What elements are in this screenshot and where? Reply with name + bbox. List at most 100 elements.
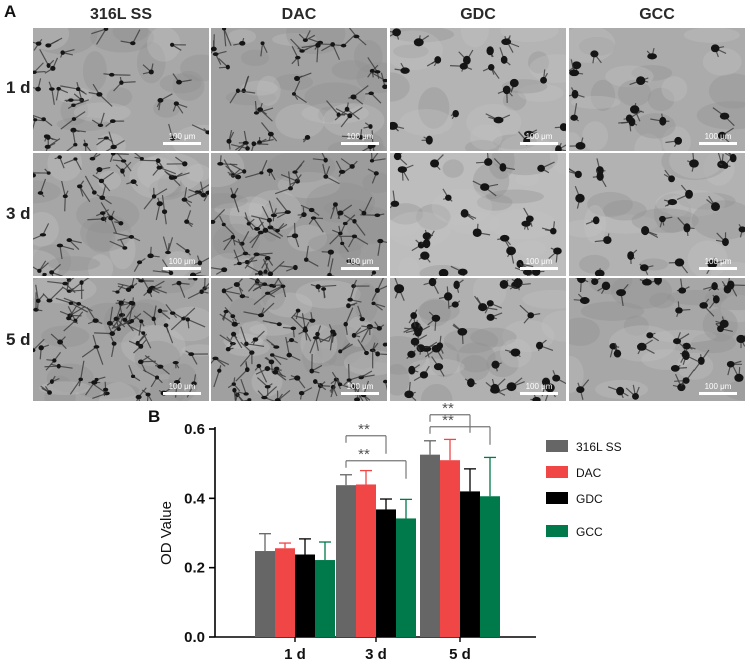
cell-texture <box>390 278 566 401</box>
micrograph-2-2: 100 μm <box>390 278 566 401</box>
bar <box>460 491 480 637</box>
bar <box>480 496 500 637</box>
micrograph-3-0: 100 μm <box>569 28 745 151</box>
micrograph-0-1: 100 μm <box>33 153 209 276</box>
scale-bar-line <box>520 267 558 270</box>
micrograph-2-1: 100 μm <box>390 153 566 276</box>
cell-texture <box>211 153 387 276</box>
column-header-dac: DAC <box>281 6 317 23</box>
scale-bar-label: 100 μm <box>346 257 374 266</box>
scale-bar-label: 100 μm <box>704 382 732 391</box>
bar <box>255 551 275 637</box>
bar <box>356 484 376 637</box>
scale-bar: 100 μm <box>520 382 558 395</box>
scale-bar: 100 μm <box>520 257 558 270</box>
cell-texture <box>211 278 387 401</box>
scale-bar-line <box>699 267 737 270</box>
scale-bar-label: 100 μm <box>346 132 374 141</box>
x-tick-label: 3 d <box>365 646 387 663</box>
significance-label: ** <box>358 446 370 463</box>
cell-texture <box>390 153 566 276</box>
cell-texture <box>211 28 387 151</box>
scale-bar: 100 μm <box>699 382 737 395</box>
scale-bar: 100 μm <box>341 257 379 270</box>
scale-bar-line <box>699 392 737 395</box>
cell-texture <box>569 278 745 401</box>
scale-bar-label: 100 μm <box>525 382 553 391</box>
row-label-3d: 3 d <box>6 204 31 223</box>
scale-bar-label: 100 μm <box>525 257 553 266</box>
micrograph-3-1: 100 μm <box>569 153 745 276</box>
scale-bar: 100 μm <box>699 132 737 145</box>
scale-bar-line <box>163 392 201 395</box>
scale-bar-line <box>163 142 201 145</box>
legend-label: GDC <box>576 492 603 506</box>
bar <box>440 460 460 637</box>
micrograph-1-0: 100 μm <box>211 28 387 151</box>
micrograph-3-2: 100 μm <box>569 278 745 401</box>
scale-bar-label: 100 μm <box>704 132 732 141</box>
scale-bar-line <box>520 392 558 395</box>
panel-a-label: A <box>4 2 17 21</box>
y-tick-label: 0.2 <box>184 560 205 577</box>
scale-bar-line <box>163 267 201 270</box>
bar <box>295 554 315 637</box>
column-header-gdc: GDC <box>460 6 496 23</box>
scale-bar-label: 100 μm <box>346 382 374 391</box>
scale-bar: 100 μm <box>163 257 201 270</box>
y-tick-label: 0.4 <box>184 490 206 507</box>
significance-label: ** <box>358 421 370 438</box>
column-header-gcc: GCC <box>639 6 675 23</box>
legend-label: 316L SS <box>576 440 622 454</box>
legend-label: GCC <box>576 525 603 539</box>
panel-b-label: B <box>148 407 161 426</box>
bar <box>315 560 335 637</box>
significance-label: ** <box>442 412 454 429</box>
scale-bar: 100 μm <box>699 257 737 270</box>
y-axis-label: OD Value <box>158 501 175 565</box>
legend-swatch <box>546 440 568 452</box>
significance-label: ** <box>442 400 454 417</box>
cell-texture <box>569 28 745 151</box>
micrograph-1-2: 100 μm <box>211 278 387 401</box>
column-header-316l-ss: 316L SS <box>90 6 152 23</box>
legend-swatch <box>546 525 568 537</box>
cell-texture <box>33 153 209 276</box>
micrograph-0-0: 100 μm <box>33 28 209 151</box>
scale-bar: 100 μm <box>163 382 201 395</box>
micrograph-2-0: 100 μm <box>390 28 566 151</box>
scale-bar-label: 100 μm <box>168 257 196 266</box>
scale-bar-line <box>520 142 558 145</box>
scale-bar: 100 μm <box>163 132 201 145</box>
scale-bar-line <box>341 142 379 145</box>
cell-texture <box>33 278 209 401</box>
scale-bar: 100 μm <box>341 132 379 145</box>
x-tick-label: 1 d <box>284 646 306 663</box>
row-label-5d: 5 d <box>6 330 31 349</box>
bar <box>336 485 356 637</box>
legend-swatch <box>546 492 568 504</box>
micrograph-0-2: 100 μm <box>33 278 209 401</box>
bar <box>275 548 295 637</box>
scale-bar: 100 μm <box>520 132 558 145</box>
legend-swatch <box>546 466 568 478</box>
bar <box>396 518 416 637</box>
scale-bar-label: 100 μm <box>525 132 553 141</box>
scale-bar-label: 100 μm <box>704 257 732 266</box>
scale-bar-line <box>699 142 737 145</box>
bar <box>420 454 440 637</box>
scale-bar-label: 100 μm <box>168 382 196 391</box>
x-tick-label: 5 d <box>449 646 471 663</box>
scale-bar-line <box>341 267 379 270</box>
micrograph-1-1: 100 μm <box>211 153 387 276</box>
scale-bar-label: 100 μm <box>168 132 196 141</box>
scale-bar-line <box>341 392 379 395</box>
y-tick-label: 0.6 <box>184 421 205 438</box>
bar <box>376 509 396 637</box>
scale-bar: 100 μm <box>341 382 379 395</box>
legend-label: DAC <box>576 466 602 480</box>
y-tick-label: 0.0 <box>184 629 205 646</box>
row-label-1d: 1 d <box>6 78 31 97</box>
cell-texture <box>33 28 209 151</box>
